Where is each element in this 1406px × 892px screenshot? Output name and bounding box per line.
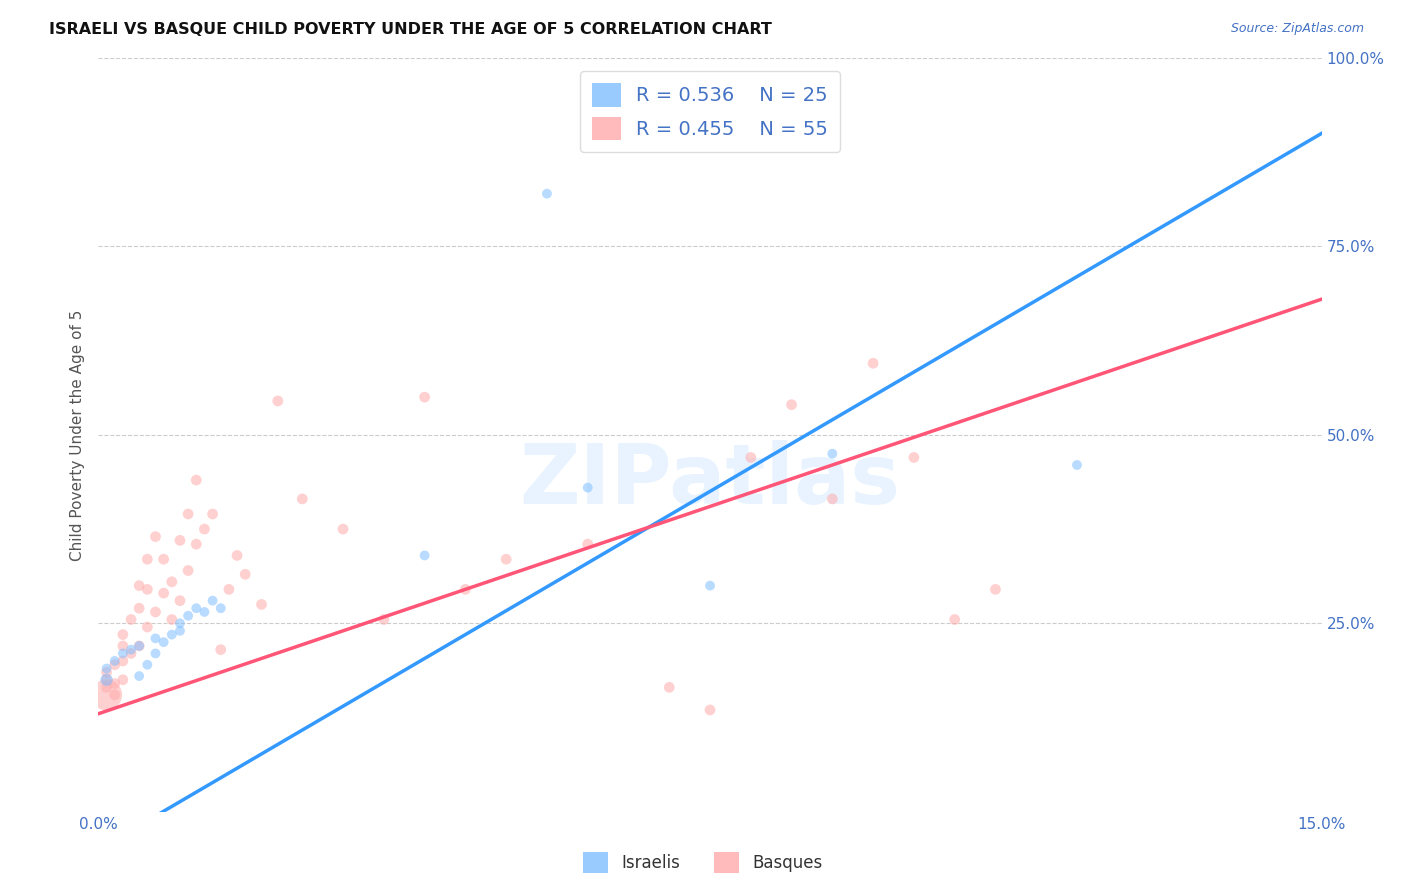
Point: [177, 564, 200, 578]
Point: [96, 688, 118, 702]
Point: [145, 605, 167, 619]
Point: [233, 567, 256, 582]
Point: [495, 552, 517, 566]
Point: [104, 688, 127, 702]
Point: [903, 450, 925, 465]
Point: [160, 627, 183, 641]
Point: [218, 582, 240, 597]
Point: [169, 533, 191, 548]
Point: [984, 582, 1007, 597]
Point: [177, 507, 200, 521]
Point: [128, 639, 150, 653]
Point: [267, 393, 290, 408]
Point: [96, 665, 118, 680]
Point: [111, 673, 134, 687]
Point: [145, 530, 167, 544]
Point: [454, 582, 477, 597]
Point: [160, 613, 183, 627]
Point: [169, 624, 191, 638]
Point: [226, 549, 249, 563]
Point: [128, 669, 150, 683]
Point: [120, 642, 142, 657]
Point: [136, 582, 159, 597]
Point: [152, 586, 174, 600]
Point: [169, 616, 191, 631]
Point: [576, 481, 599, 495]
Point: [658, 681, 681, 695]
Point: [862, 356, 884, 370]
Point: [104, 654, 127, 668]
Point: [96, 673, 118, 687]
Point: [821, 447, 844, 461]
Point: [145, 647, 167, 661]
Point: [193, 605, 215, 619]
Point: [821, 491, 844, 506]
Point: [96, 661, 118, 675]
Point: [169, 593, 191, 607]
Point: [111, 647, 134, 661]
Point: [1066, 458, 1088, 472]
Point: [186, 537, 208, 551]
Point: [120, 647, 142, 661]
Point: [201, 593, 224, 607]
Point: [536, 186, 558, 201]
Point: [332, 522, 354, 536]
Point: [136, 552, 159, 566]
Point: [111, 639, 134, 653]
Text: ISRAELI VS BASQUE CHILD POVERTY UNDER THE AGE OF 5 CORRELATION CHART: ISRAELI VS BASQUE CHILD POVERTY UNDER TH…: [49, 22, 772, 37]
Point: [96, 681, 118, 695]
Text: ZIPatlas: ZIPatlas: [520, 440, 900, 521]
Point: [291, 491, 314, 506]
Point: [104, 657, 127, 672]
Point: [96, 673, 118, 687]
Point: [145, 632, 167, 646]
Point: [136, 620, 159, 634]
Point: [177, 608, 200, 623]
Point: [128, 601, 150, 615]
Point: [104, 676, 127, 690]
Point: [128, 579, 150, 593]
Point: [250, 598, 273, 612]
Point: [136, 657, 159, 672]
Point: [111, 654, 134, 668]
Point: [186, 473, 208, 487]
Point: [201, 507, 224, 521]
Point: [413, 390, 436, 404]
Point: [943, 613, 966, 627]
Point: [209, 642, 232, 657]
Point: [740, 450, 762, 465]
Point: [128, 639, 150, 653]
Point: [111, 627, 134, 641]
Point: [120, 613, 142, 627]
Point: [576, 537, 599, 551]
Y-axis label: Child Poverty Under the Age of 5: Child Poverty Under the Age of 5: [69, 310, 84, 560]
Point: [373, 613, 395, 627]
Text: Source: ZipAtlas.com: Source: ZipAtlas.com: [1230, 22, 1364, 36]
Point: [209, 601, 232, 615]
Point: [186, 601, 208, 615]
Point: [413, 549, 436, 563]
Point: [780, 398, 803, 412]
Point: [152, 552, 174, 566]
Point: [699, 579, 721, 593]
Point: [160, 574, 183, 589]
Point: [193, 522, 215, 536]
Legend: Israelis, Basques: Israelis, Basques: [576, 846, 830, 880]
Legend: R = 0.536    N = 25, R = 0.455    N = 55: R = 0.536 N = 25, R = 0.455 N = 55: [581, 71, 839, 152]
Point: [152, 635, 174, 649]
Point: [699, 703, 721, 717]
